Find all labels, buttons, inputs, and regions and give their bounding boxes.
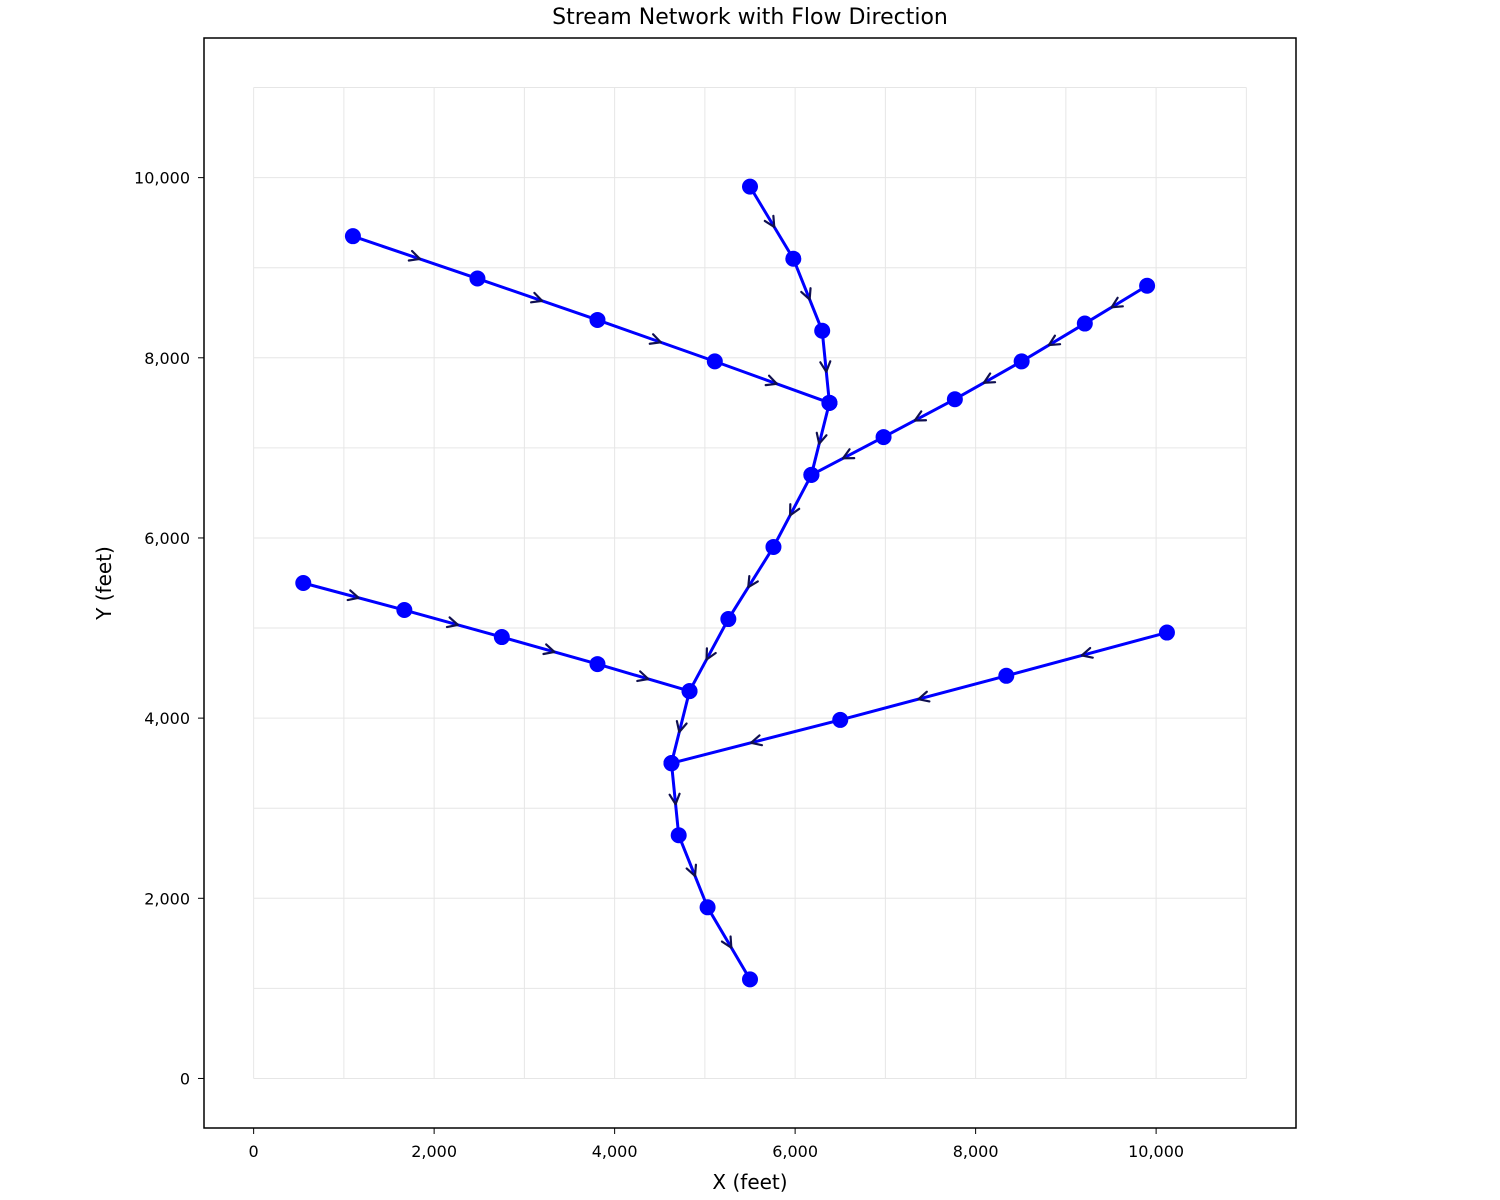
flow-arrow xyxy=(815,431,828,445)
y-tick-label: 8,000 xyxy=(144,349,190,368)
stream-node xyxy=(821,394,838,411)
flow-arrow xyxy=(1110,296,1124,309)
y-tick-label: 10,000 xyxy=(134,169,190,188)
stream-node xyxy=(1158,624,1175,641)
flow-arrow xyxy=(982,372,997,384)
flow-arrow xyxy=(1047,334,1062,347)
x-tick-label: 0 xyxy=(249,1142,259,1161)
flow-arrow xyxy=(747,575,759,589)
flow-arrow xyxy=(917,690,931,703)
flow-arrow xyxy=(530,291,544,304)
stream-node xyxy=(295,575,312,591)
stream-line xyxy=(669,761,752,981)
stream-line xyxy=(669,401,831,765)
y-tick-label: 0 xyxy=(180,1069,190,1088)
stream-node xyxy=(1076,315,1093,332)
chart-title: Stream Network with Flow Direction xyxy=(552,5,948,30)
flow-arrow xyxy=(542,643,556,656)
flow-arrows xyxy=(346,214,1124,949)
x-tick-label: 2,000 xyxy=(411,1142,457,1161)
stream-node xyxy=(742,971,758,988)
stream-node xyxy=(803,466,820,483)
flow-arrow xyxy=(705,647,717,661)
stream-line xyxy=(748,185,831,405)
flow-arrow xyxy=(841,448,856,460)
stream-node xyxy=(493,629,510,646)
flow-arrow xyxy=(913,410,928,422)
x-tick-label: 8,000 xyxy=(953,1142,999,1161)
stream-node xyxy=(589,311,606,328)
x-axis-label: X (feet) xyxy=(712,1170,787,1194)
y-axis-label: Y (feet) xyxy=(92,546,116,621)
stream-node xyxy=(998,667,1015,684)
stream-line xyxy=(809,284,1149,477)
x-tick-label: 4,000 xyxy=(592,1142,638,1161)
flow-arrow xyxy=(763,214,776,229)
flow-arrow xyxy=(749,734,764,747)
stream-node xyxy=(670,827,687,844)
flow-arrow xyxy=(800,287,812,301)
stream-node xyxy=(681,683,698,700)
y-tick-label: 4,000 xyxy=(144,709,190,728)
x-tick-label: 10,000 xyxy=(1128,1142,1184,1161)
flow-arrow xyxy=(764,374,778,387)
flow-arrow xyxy=(819,360,832,373)
stream-node xyxy=(742,178,758,195)
stream-line xyxy=(669,631,1169,765)
x-axis-ticks: 0 2,000 4,000 6,000 8,000 10,000 xyxy=(249,1128,1184,1161)
stream-nodes xyxy=(295,178,1175,988)
stream-node xyxy=(946,391,963,408)
stream-lines xyxy=(301,185,1169,981)
stream-node xyxy=(1139,277,1156,294)
plot-frame xyxy=(203,37,1297,1129)
stream-node xyxy=(1013,353,1030,370)
flow-arrow xyxy=(346,589,360,602)
stream-node xyxy=(814,322,831,339)
flow-arrow xyxy=(720,935,733,949)
flow-arrow xyxy=(788,503,801,517)
y-tick-label: 6,000 xyxy=(144,529,190,548)
y-axis-ticks: 0 2,000 4,000 6,000 8,000 10,000 xyxy=(134,169,204,1088)
stream-node xyxy=(832,711,849,728)
stream-node xyxy=(469,270,486,287)
flow-arrow xyxy=(1080,646,1094,659)
stream-node xyxy=(875,429,892,446)
flow-arrow xyxy=(445,616,460,629)
stream-node xyxy=(663,755,680,772)
stream-node xyxy=(785,250,802,267)
flow-arrow xyxy=(685,863,698,878)
flow-arrow xyxy=(675,719,688,734)
stream-node xyxy=(706,353,723,370)
stream-node xyxy=(589,656,606,673)
stream-node xyxy=(765,538,782,555)
stream-node xyxy=(396,602,413,619)
flow-arrow xyxy=(636,670,650,683)
y-tick-label: 2,000 xyxy=(144,889,190,908)
stream-node xyxy=(699,899,716,916)
stream-node xyxy=(720,611,737,628)
flow-arrow xyxy=(668,792,681,806)
flow-arrow xyxy=(407,249,422,262)
x-tick-label: 6,000 xyxy=(772,1142,818,1161)
stream-node xyxy=(344,228,361,245)
flow-arrow xyxy=(648,333,662,345)
